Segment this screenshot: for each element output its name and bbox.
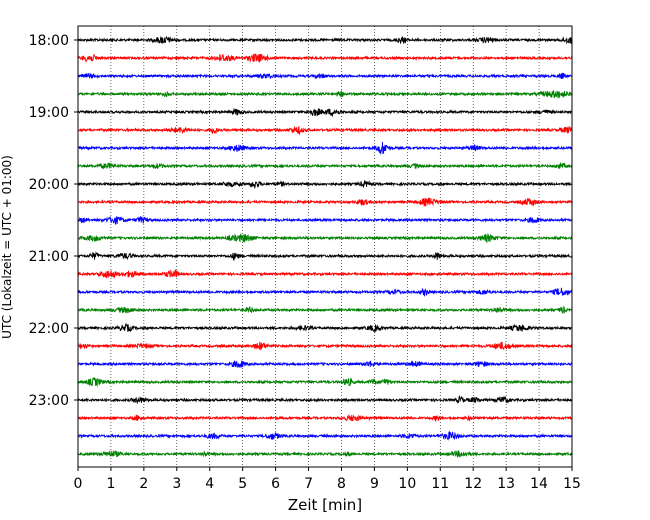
seismic-trace: [77, 322, 573, 333]
seismic-trace: [77, 268, 573, 279]
x-tick-label: 14: [530, 476, 548, 492]
x-tick-label: 9: [370, 476, 379, 492]
seismic-trace: [77, 430, 573, 441]
seismic-trace: [77, 72, 573, 80]
x-tick-label: 12: [464, 476, 482, 492]
y-axis-ticks: 18:00 19:00 20:00 21:00 22:00 23:00: [29, 33, 78, 409]
seismic-trace: [77, 450, 573, 458]
seismic-traces: [77, 36, 573, 458]
plot-frame: [77, 25, 573, 468]
y-tick-label: 22:00: [29, 321, 69, 337]
seismic-trace: [77, 36, 573, 45]
y-axis-label: UTC (Lokalzeit = UTC + 01:00): [0, 155, 14, 339]
x-tick-label: 3: [172, 476, 181, 492]
seismic-trace: [77, 180, 573, 190]
seismic-trace: [77, 414, 573, 423]
x-tick-label: 11: [431, 476, 449, 492]
seismic-trace: [77, 197, 573, 208]
seismic-trace: [77, 232, 573, 244]
x-axis-label: Zeit [min]: [288, 496, 362, 514]
seismic-trace: [77, 215, 573, 225]
seismic-trace: [77, 341, 573, 351]
y-tick-label: 20:00: [29, 177, 69, 193]
seismic-trace: [77, 305, 573, 314]
seismic-trace: [77, 90, 573, 99]
seismic-trace: [77, 251, 573, 261]
y-tick-label: 23:00: [29, 393, 69, 409]
seismic-trace: [77, 141, 573, 155]
x-tick-label: 0: [74, 476, 83, 492]
x-tick-label: 1: [106, 476, 115, 492]
x-tick-label: 10: [398, 476, 416, 492]
x-tick-label: 15: [563, 476, 581, 492]
seismic-trace: [77, 395, 573, 405]
y-tick-label: 21:00: [29, 249, 69, 265]
y-tick-label: 18:00: [29, 33, 69, 49]
seismic-trace: [77, 53, 573, 63]
x-tick-label: 13: [497, 476, 515, 492]
x-tick-label: 5: [238, 476, 247, 492]
x-tick-label: 2: [139, 476, 148, 492]
x-tick-label: 8: [337, 476, 346, 492]
x-tick-label: 7: [304, 476, 313, 492]
x-axis-ticks: 0 1 2 3 4 5 6 7 8 9 10 11 12 13 14 15: [74, 467, 581, 492]
seismic-trace: [77, 125, 573, 136]
seismic-trace: [77, 377, 573, 388]
seismic-trace: [77, 287, 573, 297]
y-tick-label: 19:00: [29, 105, 69, 121]
x-tick-label: 4: [205, 476, 214, 492]
x-tick-label: 6: [271, 476, 280, 492]
seismic-trace: [77, 360, 573, 368]
seismic-trace: [77, 161, 573, 170]
seismic-trace: [77, 107, 573, 118]
